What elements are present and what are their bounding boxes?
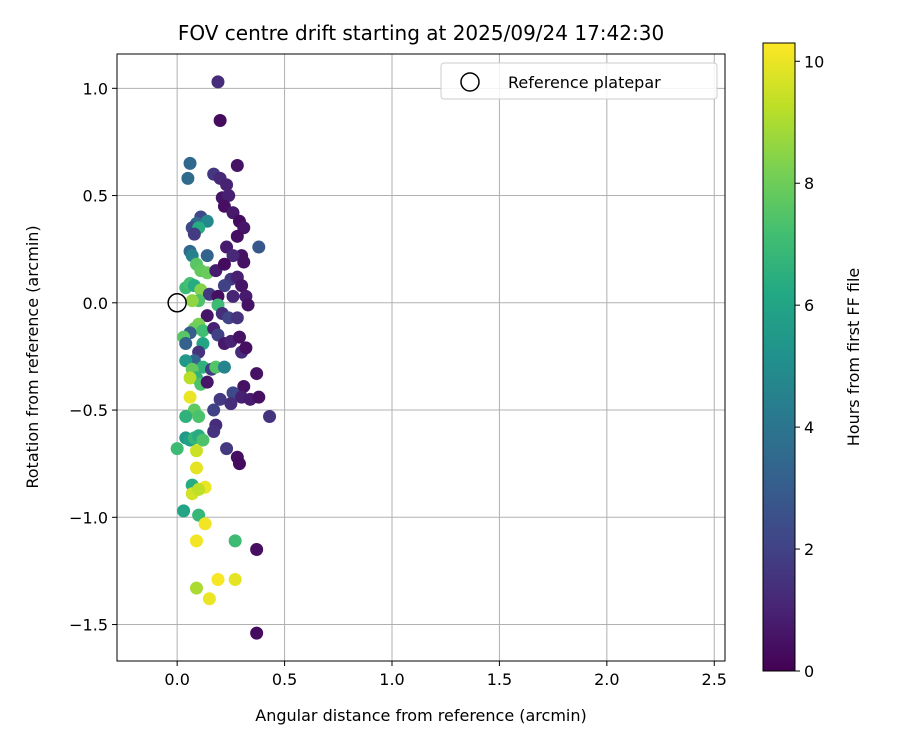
data-point [192,409,206,423]
data-point [230,311,244,325]
y-axis-label: Rotation from reference (arcmin) [23,225,42,488]
data-point [170,442,184,456]
data-point [202,592,216,606]
grid-lines [117,54,725,661]
data-point [226,289,240,303]
data-point [200,249,214,263]
colorbar-label: Hours from first FF file [844,268,863,447]
data-point [250,367,264,381]
chart-title: FOV centre drift starting at 2025/09/24 … [178,21,664,45]
y-tick-label: −1.5 [69,616,108,635]
legend: Reference platepar [440,62,718,100]
data-point [183,371,197,385]
data-point [207,424,221,438]
x-tick-label: 1.5 [487,670,512,689]
colorbar-gradient [762,42,796,672]
data-point [263,409,277,423]
data-point [200,375,214,389]
colorbar-tick-label: 4 [804,418,814,437]
colorbar-tick-label: 0 [804,662,814,681]
x-tick-label: 1.0 [379,670,404,689]
legend-entry: Reference platepar [508,73,661,92]
data-point [189,534,203,548]
data-point [220,442,234,456]
data-point [252,240,266,254]
data-point [237,379,251,393]
data-point [235,279,249,293]
y-tick-label: 0.5 [83,187,108,206]
x-tick-label: 0.0 [164,670,189,689]
y-tick-label: −0.5 [69,401,108,420]
data-point [237,255,251,269]
data-point [211,572,225,586]
data-point [230,229,244,243]
data-point [232,330,246,344]
data-point [189,581,203,595]
colorbar-tick-label: 8 [804,174,814,193]
data-point [213,392,227,406]
legend-box [440,62,718,100]
data-point [198,517,212,531]
data-point [239,341,253,355]
reference-marker-group [167,293,187,313]
x-axis-label: Angular distance from reference (arcmin) [255,706,586,725]
data-point [230,159,244,173]
data-point [224,397,238,411]
colorbar-tick-label: 6 [804,296,814,315]
data-point [228,572,242,586]
x-tick-label: 2.5 [702,670,727,689]
x-tick-label: 2.0 [594,670,619,689]
data-point [187,227,201,241]
data-point [241,298,255,312]
y-tick-label: 0.0 [83,294,108,313]
x-tick-label: 0.5 [272,670,297,689]
data-point [183,390,197,404]
data-point [217,257,231,271]
y-tick-label: 1.0 [83,79,108,98]
data-point [179,337,193,351]
data-point [250,542,264,556]
data-point [196,433,210,447]
reference-platepar-marker [167,293,187,313]
data-point [177,504,191,518]
data-point [207,403,221,417]
data-point [217,279,231,293]
data-point [217,360,231,374]
legend-marker-icon [460,72,480,92]
data-point [222,189,236,203]
data-point [252,390,266,404]
data-point [220,178,234,192]
colorbar-tick-label: 10 [804,52,824,71]
data-point [196,324,210,338]
data-point [192,482,206,496]
data-point [211,75,225,89]
data-points [170,75,277,640]
data-point [189,461,203,475]
y-axis-ticks: 1.0 0.5 0.0 −0.5 −1.0 −1.5 [69,79,117,635]
data-point [181,171,195,185]
data-point [228,534,242,548]
y-tick-label: −1.0 [69,508,108,527]
x-axis-ticks: 0.0 0.5 1.0 1.5 2.0 2.5 [164,661,727,689]
data-point [213,113,227,127]
data-point [232,457,246,471]
data-point [179,409,193,423]
data-point [200,309,214,323]
data-point [185,294,199,308]
data-point [189,444,203,458]
data-point [250,626,264,640]
data-point [183,156,197,170]
colorbar-ticks: 0 2 4 6 8 10 [795,52,824,681]
colorbar: 0 2 4 6 8 10 Hours from first FF file [762,42,863,681]
data-point [226,249,240,263]
colorbar-tick-label: 2 [804,540,814,559]
plot-frame [116,53,726,662]
